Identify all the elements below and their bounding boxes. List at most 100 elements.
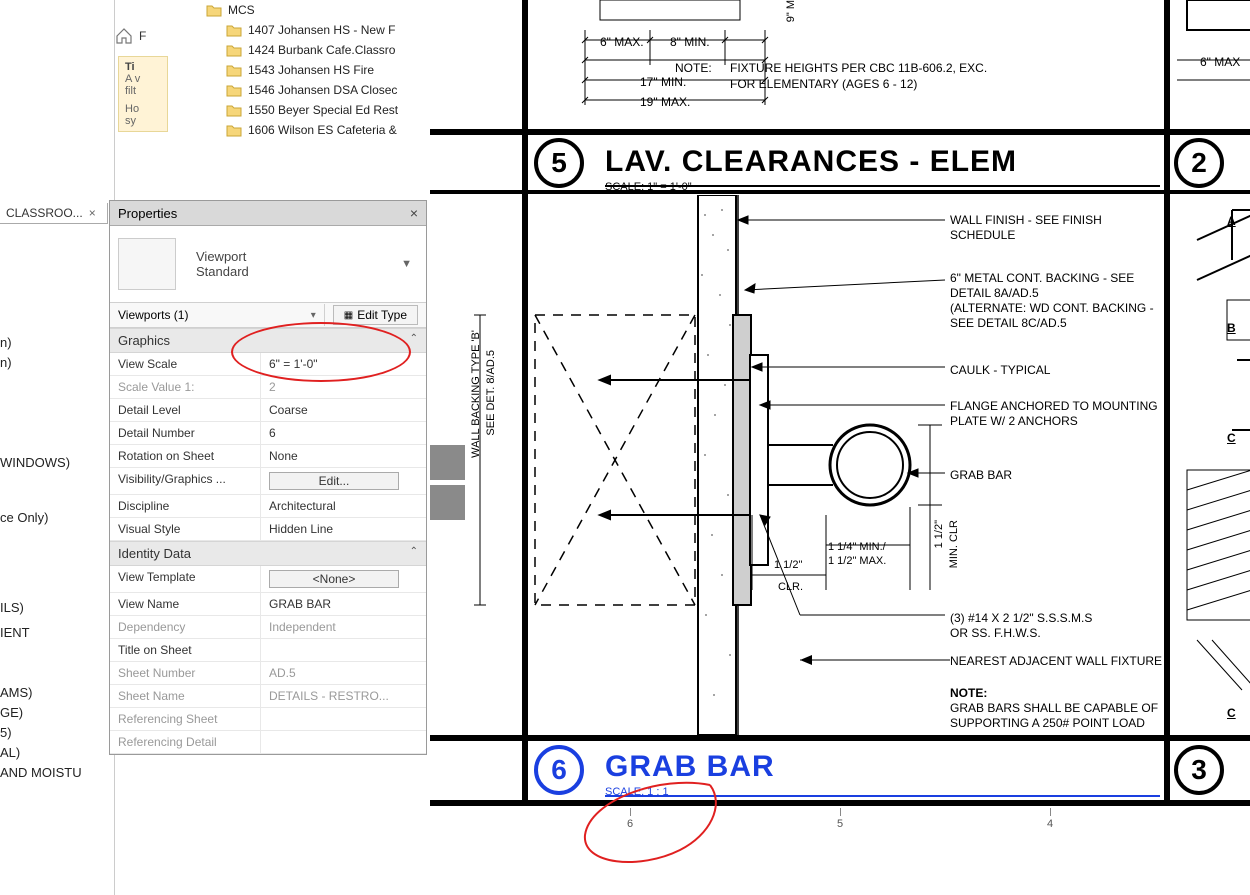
- chevron-down-icon[interactable]: ▼: [401, 258, 418, 270]
- tip-line: A v: [125, 73, 161, 85]
- tree-item-mcs[interactable]: MCS: [200, 0, 440, 20]
- dim-label: 1 1/2": [933, 520, 945, 548]
- detail-title-5: LAV. CLEARANCES - ELEM: [605, 145, 1017, 179]
- clipped-item: 5): [0, 725, 12, 740]
- clipped-item: WINDOWS): [0, 455, 70, 470]
- tree-label: 1606 Wilson ES Cafeteria &: [248, 123, 397, 137]
- dim-label: 17" MIN.: [640, 74, 686, 90]
- callout: NEAREST ADJACENT WALL FIXTURE: [950, 653, 1162, 669]
- callout: DETAIL 8A/AD.5: [950, 285, 1039, 301]
- dim-label: 6" MAX.: [600, 34, 644, 50]
- callout: CAULK - TYPICAL: [950, 362, 1050, 378]
- dim-label: MIN. CLR: [948, 520, 960, 568]
- chevron-down-icon[interactable]: ▾: [311, 310, 316, 321]
- callout: GRAB BARS SHALL BE CAPABLE OF: [950, 700, 1158, 716]
- callout: (ALTERNATE: WD CONT. BACKING -: [950, 300, 1154, 316]
- folder-icon: [226, 83, 242, 97]
- ruler-label: 5: [837, 818, 843, 830]
- dim-label: 9" M: [785, 0, 797, 22]
- type-family: Viewport: [196, 249, 249, 264]
- tip-title: Ti: [125, 61, 161, 73]
- tree-item[interactable]: 1424 Burbank Cafe.Classro: [220, 40, 440, 60]
- prop-rotation[interactable]: Rotation on SheetNone: [110, 445, 426, 468]
- home-icon[interactable]: [115, 28, 133, 44]
- tree-item[interactable]: 1546 Johansen DSA Closec: [220, 80, 440, 100]
- edit-type-button[interactable]: ▦ Edit Type: [333, 305, 418, 325]
- tab-label: CLASSROO...: [6, 206, 83, 220]
- clipped-item: n): [0, 335, 12, 350]
- prop-title-on-sheet[interactable]: Title on Sheet: [110, 639, 426, 662]
- tree-label: 1543 Johansen HS Fire: [248, 63, 374, 77]
- dim-label: 6" MAX: [1200, 54, 1240, 70]
- tip-panel: Ti A v filt Ho sy: [118, 56, 168, 132]
- detail-bubble-3: 3: [1174, 745, 1224, 795]
- type-thumbnail: [118, 238, 176, 290]
- section-identity[interactable]: Identity Data ⌃: [110, 541, 426, 566]
- right-label: C: [1227, 430, 1236, 446]
- dim-label: 1 1/2": [774, 558, 802, 573]
- prop-view-name[interactable]: View NameGRAB BAR: [110, 593, 426, 616]
- type-selector[interactable]: Viewport Standard ▼: [110, 226, 426, 302]
- folder-icon: [226, 103, 242, 117]
- tip-line: filt: [125, 85, 161, 97]
- tree-item[interactable]: 1606 Wilson ES Cafeteria &: [220, 120, 440, 140]
- prop-ref-sheet: Referencing Sheet: [110, 708, 426, 731]
- clipped-item: n): [0, 355, 12, 370]
- detail-scale-5: SCALE: 1" = 1'-0": [605, 181, 692, 193]
- section-label: Graphics: [118, 333, 170, 348]
- detail-bubble-2: 2: [1174, 138, 1224, 188]
- tree-item[interactable]: 1407 Johansen HS - New F: [220, 20, 440, 40]
- dim-label: 19" MAX.: [640, 94, 690, 110]
- clipped-item: AND MOISTU: [0, 765, 82, 780]
- drawing-canvas[interactable]: 6" MAX. 8" MIN. 17" MIN. 19" MAX. 9" M N…: [430, 0, 1250, 895]
- prop-detail-level[interactable]: Detail LevelCoarse: [110, 399, 426, 422]
- tree-item[interactable]: 1550 Beyer Special Ed Rest: [220, 100, 440, 120]
- dim-label: 1 1/4" MIN./: [828, 540, 886, 555]
- dim-label: 8" MIN.: [670, 34, 710, 50]
- view-template-button[interactable]: <None>: [269, 570, 399, 588]
- callout: PLATE W/ 2 ANCHORS: [950, 413, 1078, 429]
- tree-label: 1424 Burbank Cafe.Classro: [248, 43, 395, 57]
- detail-bubble-5: 5: [534, 138, 584, 188]
- callout: WALL FINISH - SEE FINISH: [950, 212, 1102, 228]
- right-label: B: [1227, 320, 1236, 336]
- callout: (3) #14 X 2 1/2" S.S.S.M.S: [950, 610, 1092, 626]
- right-label: C: [1227, 705, 1236, 721]
- side-label: SEE DET. 8/AD.5: [485, 350, 497, 436]
- instance-filter[interactable]: Viewports (1): [118, 308, 188, 322]
- callout: GRAB BAR: [950, 467, 1012, 483]
- collapse-icon[interactable]: ⌃: [410, 333, 418, 348]
- prop-dependency: DependencyIndependent: [110, 616, 426, 639]
- prop-vg[interactable]: Visibility/Graphics ...Edit...: [110, 468, 426, 495]
- right-label: A: [1227, 213, 1236, 229]
- prop-sheet-number: Sheet NumberAD.5: [110, 662, 426, 685]
- prop-visual-style[interactable]: Visual StyleHidden Line: [110, 518, 426, 541]
- tree-item[interactable]: 1543 Johansen HS Fire: [220, 60, 440, 80]
- edit-type-icon: ▦: [344, 310, 353, 321]
- panel-title-bar: Properties ×: [110, 201, 426, 226]
- clipped-item: ce Only): [0, 510, 48, 525]
- folder-icon: [226, 123, 242, 137]
- clipped-item: IENT: [0, 625, 30, 640]
- tab-classroom[interactable]: CLASSROO... ×: [0, 203, 108, 224]
- folder-icon: [226, 43, 242, 57]
- home-fragment: F: [139, 29, 146, 43]
- section-graphics[interactable]: Graphics ⌃: [110, 328, 426, 353]
- callout: OR SS. F.H.W.S.: [950, 625, 1041, 641]
- prop-detail-number[interactable]: Detail Number6: [110, 422, 426, 445]
- folder-tree: MCS 1407 Johansen HS - New F 1424 Burbank…: [170, 0, 440, 200]
- close-icon[interactable]: ×: [89, 206, 96, 220]
- note-text: FIXTURE HEIGHTS PER CBC 11B-606.2, EXC.: [730, 60, 987, 76]
- prop-view-template[interactable]: View Template<None>: [110, 566, 426, 593]
- prop-ref-detail: Referencing Detail: [110, 731, 426, 754]
- prop-view-scale[interactable]: View Scale6" = 1'-0": [110, 353, 426, 376]
- prop-discipline[interactable]: DisciplineArchitectural: [110, 495, 426, 518]
- red-annotation: [560, 770, 740, 880]
- folder-icon: [226, 23, 242, 37]
- vg-edit-button[interactable]: Edit...: [269, 472, 399, 490]
- callout: SEE DETAIL 8C/AD.5: [950, 315, 1067, 331]
- close-icon[interactable]: ×: [410, 205, 418, 221]
- side-label: WALL BACKING TYPE 'B': [470, 330, 482, 458]
- collapse-icon[interactable]: ⌃: [410, 546, 418, 561]
- properties-panel: Properties × Viewport Standard ▼ Viewpor…: [109, 200, 427, 755]
